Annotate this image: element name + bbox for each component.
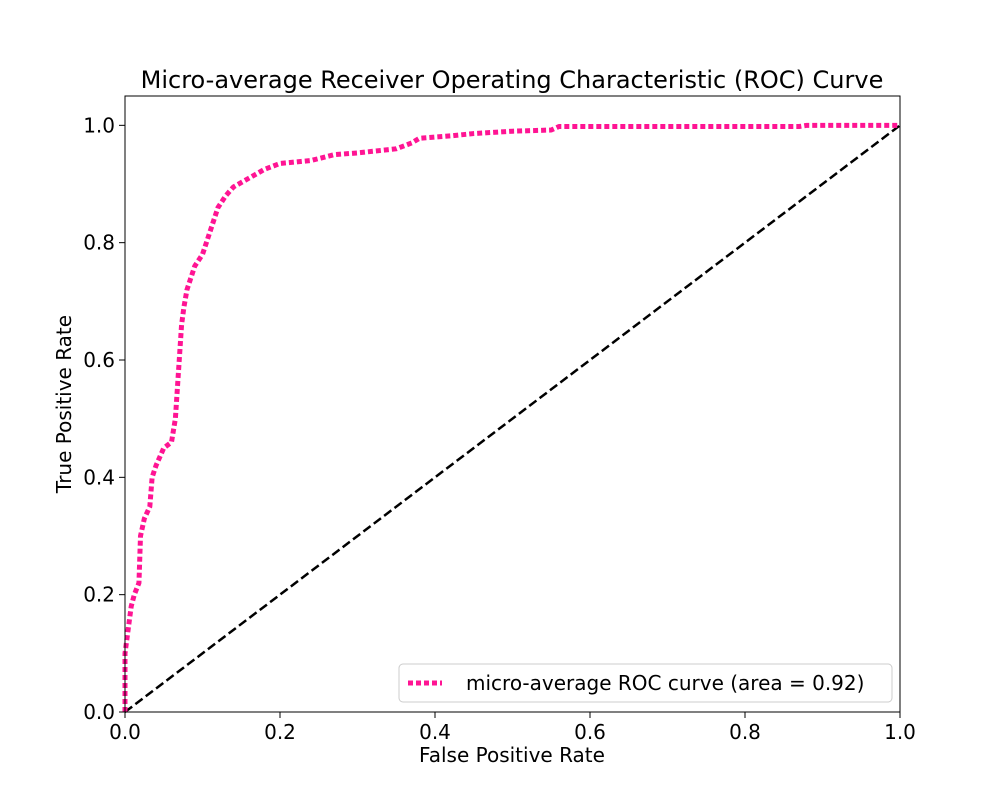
- x-tick-label: 0.4: [419, 720, 451, 744]
- y-tick-label: 0.0: [83, 700, 115, 724]
- x-tick-label: 0.8: [729, 720, 761, 744]
- y-tick-label: 0.6: [83, 348, 115, 372]
- legend-box: [398, 663, 893, 703]
- y-tick-label: 0.4: [83, 465, 115, 489]
- plot-frame: [124, 95, 901, 713]
- y-tick-label: 1.0: [83, 113, 115, 137]
- legend-label: micro-average ROC curve (area = 0.92): [466, 671, 864, 695]
- chance-diagonal-line: [124, 124, 901, 713]
- x-tick-label: 0.6: [574, 720, 606, 744]
- roc-curve-line: [122, 122, 900, 712]
- x-tick-label: 1.0: [884, 720, 916, 744]
- x-tick-label: 0.0: [109, 720, 141, 744]
- y-tick-label: 0.8: [83, 231, 115, 255]
- legend: micro-average ROC curve (area = 0.92): [398, 663, 893, 703]
- y-tick-label: 0.2: [83, 583, 115, 607]
- chart-title: Micro-average Receiver Operating Charact…: [141, 66, 884, 94]
- y-axis-label: True Positive Rate: [52, 315, 76, 494]
- x-axis-ticks: 0.0 0.2 0.4 0.6 0.8 1.0: [109, 712, 916, 744]
- y-axis-ticks: 0.0 0.2 0.4 0.6 0.8 1.0: [83, 113, 125, 724]
- x-tick-label: 0.2: [264, 720, 296, 744]
- series-layer: [122, 122, 901, 713]
- x-axis-label: False Positive Rate: [419, 743, 605, 767]
